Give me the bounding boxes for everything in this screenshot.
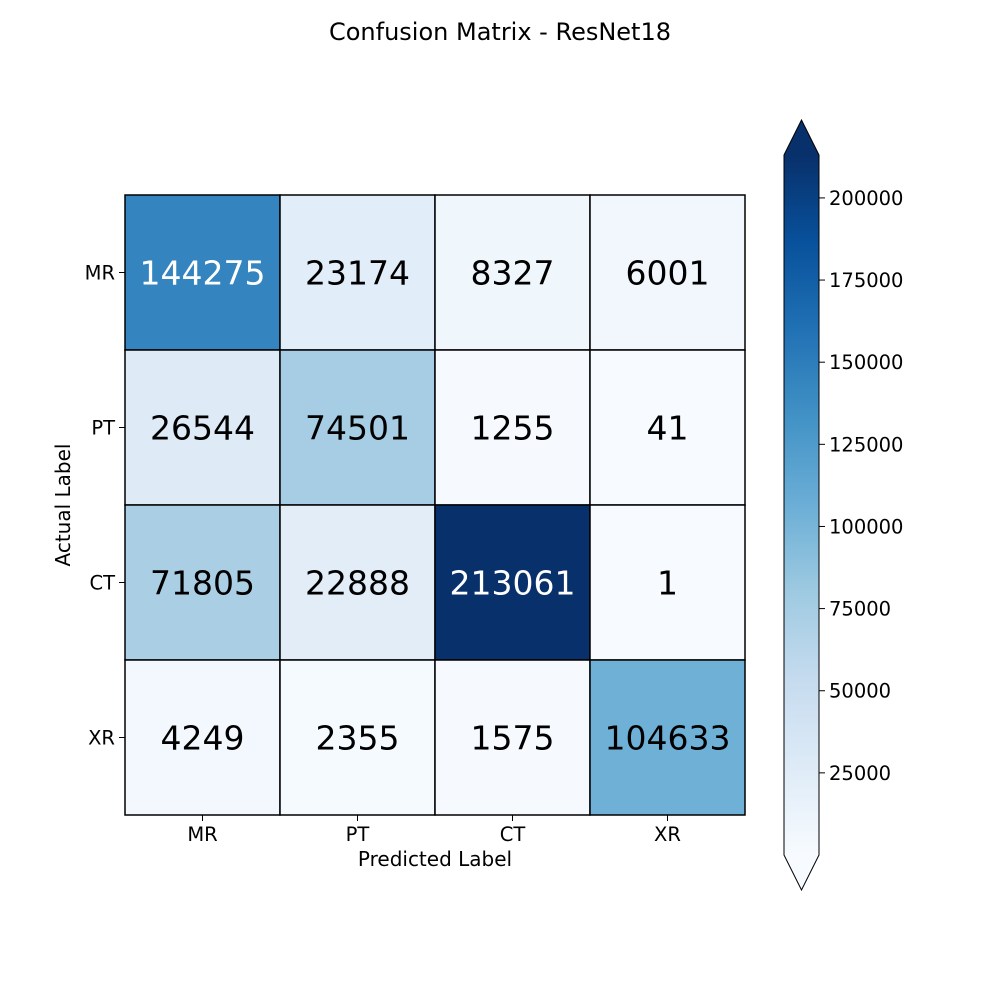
y-tick-label: CT [89, 572, 115, 595]
cell-value-label: 1255 [471, 409, 555, 448]
y-tick-label: XR [88, 727, 115, 750]
matrix-cells: 144275 23174 8327 6001 26544 74501 1255 41 71805… [124, 194, 746, 816]
colorbar-tick-label: 25000 [829, 762, 891, 785]
matrix-cell [589, 194, 746, 351]
chart-title: Confusion Matrix - ResNet18 [329, 18, 671, 46]
matrix-cell [124, 659, 281, 816]
matrix-cell [279, 504, 436, 661]
colorbar-tick-label: 125000 [829, 433, 903, 456]
cell-value-label: 6001 [626, 254, 710, 293]
y-tick-label: MR [85, 262, 115, 285]
colorbar-tick-label: 175000 [829, 269, 903, 292]
cell-value-label: 8327 [471, 254, 555, 293]
matrix-cell [589, 504, 746, 661]
matrix-cell [279, 194, 436, 351]
cell-value-label: 74501 [305, 409, 410, 448]
colorbar-extend-max [784, 120, 819, 155]
colorbar-tick-label: 50000 [829, 680, 891, 703]
colorbar: 25000 50000 75000 100000 125000 150000 175000 2… [783, 118, 903, 892]
cell-value-label: 4249 [161, 719, 245, 758]
x-tick-label: XR [654, 823, 681, 846]
matrix-cell [589, 349, 746, 506]
cell-value-label: 144275 [140, 254, 266, 293]
cell-value-label: 26544 [150, 409, 255, 448]
colorbar-tick-label: 100000 [829, 515, 903, 538]
colorbar-tick-label: 200000 [829, 187, 903, 210]
matrix-cell [434, 194, 591, 351]
x-axis-ticks: MR PT CT XR [187, 815, 681, 846]
colorbar-gradient [784, 155, 819, 855]
y-tick-label: PT [91, 417, 115, 440]
matrix-cell [434, 659, 591, 816]
cell-value-label: 2355 [316, 719, 400, 758]
cell-value-label: 41 [647, 409, 689, 448]
y-axis-ticks: MR PT CT XR [85, 262, 125, 750]
cell-value-label: 1 [657, 564, 678, 603]
matrix-cell [124, 349, 281, 506]
cell-value-label: 22888 [305, 564, 410, 603]
x-tick-label: MR [187, 823, 217, 846]
colorbar-tick-label: 75000 [829, 598, 891, 621]
y-axis-label: Actual Label [51, 444, 75, 567]
cell-value-label: 213061 [450, 564, 576, 603]
colorbar-outline [783, 118, 820, 892]
cell-value-label: 23174 [305, 254, 410, 293]
matrix-cell [279, 659, 436, 816]
cell-value-label: 71805 [150, 564, 255, 603]
x-axis-label: Predicted Label [358, 847, 512, 871]
cell-value-label: 1575 [471, 719, 555, 758]
matrix-cell [589, 659, 746, 816]
x-tick-label: CT [500, 823, 526, 846]
cell-value-label: 104633 [605, 719, 731, 758]
colorbar-extend-min [784, 855, 819, 890]
matrix-cell [279, 349, 436, 506]
colorbar-tick-label: 150000 [829, 351, 903, 374]
x-tick-label: PT [346, 823, 370, 846]
matrix-cell [124, 194, 281, 351]
